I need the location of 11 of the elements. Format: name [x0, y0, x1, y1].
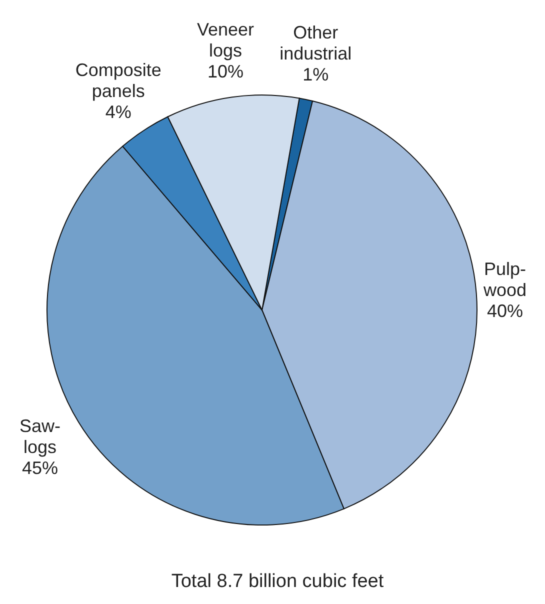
- slice-label: Pulp-wood: [482, 259, 527, 300]
- slice-label: Other industrial: [280, 22, 352, 64]
- slice-label: Veneer logs: [196, 20, 254, 61]
- data-label: 40%: [486, 301, 524, 322]
- data-label: 45%: [22, 458, 58, 478]
- slice-label: Saw-logs: [19, 416, 61, 457]
- slice-label: Composite panels: [75, 60, 162, 101]
- text: Total 8.7 billion cubic feet: [171, 571, 384, 592]
- data-label: 4%: [105, 102, 132, 122]
- data-label: 1%: [302, 64, 329, 85]
- data-label: 10%: [207, 62, 244, 82]
